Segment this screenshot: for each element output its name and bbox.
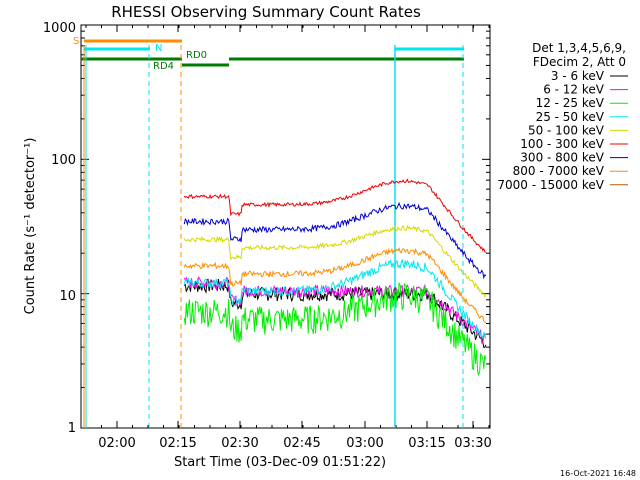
series-line-7 xyxy=(183,247,487,324)
series-line-0 xyxy=(183,278,487,348)
legend-label-2: 12 - 25 keV xyxy=(536,96,605,110)
flag-label-n: N xyxy=(155,43,162,54)
legend-label-6: 300 - 800 keV xyxy=(520,151,604,165)
flag-label-rd0: RD0 xyxy=(186,50,207,61)
legend-label-3: 25 - 50 keV xyxy=(536,110,605,124)
chart-title: RHESSI Observing Summary Count Rates xyxy=(111,3,421,21)
legend: Det 1,3,4,5,6,9, FDecim 2, Att 0 3 - 6 k… xyxy=(497,41,628,192)
legend-label-8: 7000 - 15000 keV xyxy=(497,178,604,192)
flag-label-rd4: RD4 xyxy=(153,61,174,72)
legend-header-det: Det 1,3,4,5,6,9, xyxy=(532,41,626,55)
observing-flags: S N RD0 RD4 xyxy=(73,36,464,72)
legend-label-1: 6 - 12 keV xyxy=(543,83,605,97)
axis-ticks xyxy=(81,25,490,429)
legend-label-4: 50 - 100 keV xyxy=(528,123,605,137)
x-tick-label-0330: 03:30 xyxy=(454,436,491,451)
y-tick-labels: 1 10 100 1000 xyxy=(43,21,76,436)
vertical-markers xyxy=(83,45,464,428)
y-tick-label-1000: 1000 xyxy=(43,21,76,36)
legend-label-5: 100 - 300 keV xyxy=(520,137,604,151)
y-tick-label-100: 100 xyxy=(51,153,76,168)
x-tick-label-0300: 03:00 xyxy=(346,436,383,451)
flag-label-s: S xyxy=(73,36,79,47)
series-layer xyxy=(183,178,487,376)
plot-frame xyxy=(80,24,491,429)
x-tick-label-0245: 02:45 xyxy=(283,436,320,451)
timestamp: 16-Oct-2021 16:48 xyxy=(560,469,636,478)
x-tick-label-0315: 03:15 xyxy=(408,436,445,451)
legend-header-fdecim: FDecim 2, Att 0 xyxy=(533,55,626,69)
y-axis-label: Count Rate (s⁻¹ detector⁻¹) xyxy=(23,138,38,315)
legend-label-7: 800 - 7000 keV xyxy=(513,164,605,178)
y-tick-label-1: 1 xyxy=(68,421,76,436)
series-line-6 xyxy=(183,201,487,280)
series-line-2 xyxy=(183,281,487,376)
x-tick-labels: 02:00 02:15 02:30 02:45 03:00 03:15 03:3… xyxy=(98,436,491,451)
legend-label-0: 3 - 6 keV xyxy=(551,69,605,83)
x-axis-label: Start Time (03-Dec-09 01:51:22) xyxy=(174,455,386,470)
series-line-5 xyxy=(183,178,487,253)
x-tick-label-0200: 02:00 xyxy=(98,436,135,451)
y-tick-label-10: 10 xyxy=(59,289,76,304)
x-tick-label-0215: 02:15 xyxy=(159,436,196,451)
series-line-4 xyxy=(183,224,487,298)
series-line-3 xyxy=(183,258,487,340)
x-tick-label-0230: 02:30 xyxy=(221,436,258,451)
